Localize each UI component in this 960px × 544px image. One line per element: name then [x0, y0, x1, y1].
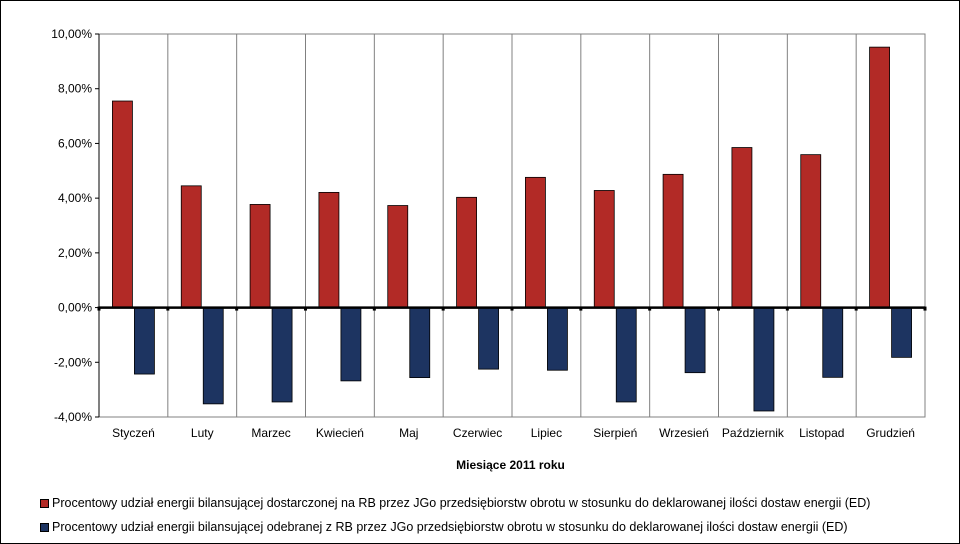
bar-series-2	[753, 307, 775, 412]
x-tick-label: Październik	[722, 426, 785, 440]
x-tick-label: Luty	[191, 426, 214, 440]
bar-series-2	[684, 307, 706, 374]
x-tick-label: Sierpień	[593, 426, 637, 440]
bar-series-1	[112, 100, 133, 308]
x-tick	[235, 306, 239, 311]
bar-series-1	[869, 46, 890, 308]
x-tick-label: Styczeń	[112, 426, 155, 440]
bar-series-1	[456, 196, 477, 308]
y-tick-label: 6,00%	[58, 136, 92, 150]
legend-item-series-2: Procentowy udział energii bilansującej o…	[40, 518, 870, 536]
bar-series-1	[249, 204, 271, 308]
x-tick	[510, 306, 514, 311]
bar-series-1	[318, 191, 340, 308]
bar-series-2	[891, 307, 912, 358]
y-tick-label: 2,00%	[58, 246, 92, 260]
bar-series-2	[271, 307, 293, 403]
legend-label-series-1: Procentowy udział energii bilansującej d…	[52, 496, 871, 510]
x-tick-label: Marzec	[251, 426, 290, 440]
y-tick-label: -2,00%	[54, 355, 92, 369]
bar-series-2	[340, 307, 362, 382]
x-tick	[372, 306, 376, 311]
x-tick-label: Listopad	[799, 426, 844, 440]
x-tick-label: Kwiecień	[316, 426, 364, 440]
bar-series-1	[387, 205, 409, 308]
x-tick-label: Grudzień	[866, 426, 915, 440]
x-tick	[923, 306, 927, 311]
legend-swatch-series-1	[40, 498, 49, 508]
bar-series-2	[547, 307, 568, 371]
bar-series-1	[662, 173, 684, 308]
x-tick	[854, 306, 858, 311]
y-tick-label: 10,00%	[51, 27, 92, 41]
bar-series-2	[409, 307, 431, 379]
x-tick	[579, 306, 583, 311]
x-tick-label: Wrzesień	[659, 426, 709, 440]
x-tick	[648, 306, 652, 311]
bar-series-1	[180, 185, 202, 308]
y-tick-label: 0,00%	[58, 301, 92, 315]
legend-label-series-2: Procentowy udział energii bilansującej o…	[52, 520, 848, 534]
legend-item-series-1: Procentowy udział energii bilansującej d…	[40, 494, 870, 512]
x-tick	[785, 306, 789, 311]
x-tick	[717, 306, 720, 311]
bar-series-1	[800, 154, 822, 308]
legend-swatch-series-2	[40, 522, 49, 532]
bar-series-2	[478, 307, 499, 370]
plot-area: -4,00% -2,00% 0,00% 2,00% 4,00% 6,00% 8,00% 10,…	[51, 27, 927, 440]
bar-series-2	[202, 307, 224, 405]
x-tick-label: Lipiec	[531, 426, 562, 440]
x-tick-label: Czerwiec	[453, 426, 502, 440]
x-tick	[441, 306, 445, 311]
bar-series-2	[615, 307, 637, 403]
bar-series-2	[822, 307, 844, 378]
y-tick-label: 4,00%	[58, 191, 92, 205]
x-tick-label: Maj	[399, 426, 418, 440]
bar-series-2	[134, 307, 155, 375]
legend: Procentowy udział energii bilansującej d…	[40, 494, 870, 542]
x-tick	[166, 306, 170, 311]
y-tick-label: -4,00%	[54, 410, 92, 424]
bar-series-1	[593, 190, 615, 308]
x-axis-title: Miesiące 2011 roku	[456, 458, 565, 472]
x-tick	[304, 306, 307, 311]
y-tick-label: 8,00%	[58, 82, 92, 96]
bar-series-1	[525, 176, 546, 308]
bar-series-1	[731, 147, 753, 308]
